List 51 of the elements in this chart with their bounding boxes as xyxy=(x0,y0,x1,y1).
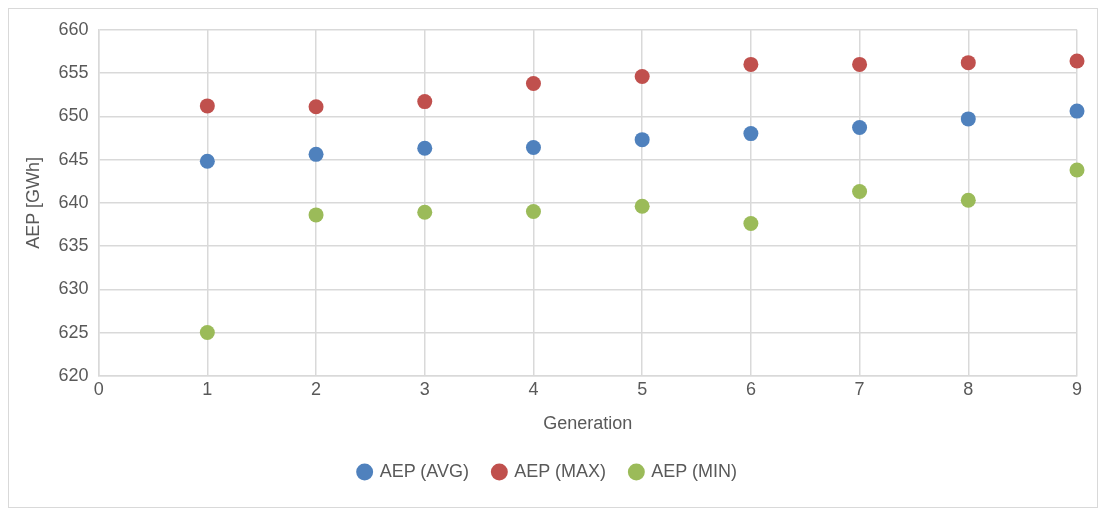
x-tick-label: 1 xyxy=(202,378,213,399)
point xyxy=(743,126,759,142)
y-tick-label: 660 xyxy=(58,18,89,39)
point xyxy=(852,56,868,72)
point xyxy=(199,98,215,114)
point xyxy=(1069,162,1085,178)
legend-label: AEP (MIN) xyxy=(651,460,738,481)
y-tick-label: 650 xyxy=(58,105,89,126)
point xyxy=(308,146,324,162)
y-tick-label: 630 xyxy=(58,278,89,299)
legend-label: AEP (MAX) xyxy=(514,460,607,481)
x-tick-label: 5 xyxy=(637,378,648,399)
point xyxy=(743,56,759,72)
legend-label: AEP (AVG) xyxy=(379,460,470,481)
point xyxy=(634,69,650,85)
point xyxy=(525,75,541,91)
point xyxy=(199,325,215,341)
y-axis-title: AEP [GWh] xyxy=(22,156,43,249)
x-tick-label: 9 xyxy=(1071,378,1083,399)
point xyxy=(417,204,433,220)
point xyxy=(852,120,868,136)
y-tick-label: 645 xyxy=(58,148,89,169)
point xyxy=(199,153,215,169)
y-tick-label: 640 xyxy=(58,191,89,212)
x-tick-label: 2 xyxy=(311,378,322,399)
point xyxy=(308,99,324,115)
point xyxy=(1069,53,1085,69)
point xyxy=(634,198,650,214)
point xyxy=(960,55,976,71)
point xyxy=(960,192,976,208)
y-tick-label: 635 xyxy=(58,235,89,256)
y-tick-label: 655 xyxy=(58,62,89,83)
x-tick-label: 8 xyxy=(963,378,974,399)
y-tick-label: 620 xyxy=(58,364,89,385)
point xyxy=(743,216,759,232)
x-tick-label: 6 xyxy=(745,378,756,399)
y-tick-label: 625 xyxy=(58,321,89,342)
point xyxy=(417,140,433,156)
x-axis-title: Generation xyxy=(543,413,633,434)
x-tick-label: 3 xyxy=(419,378,430,399)
point xyxy=(960,111,976,127)
point xyxy=(525,203,541,219)
point xyxy=(417,94,433,110)
x-tick-label: 0 xyxy=(93,378,104,399)
point xyxy=(1069,103,1085,119)
point xyxy=(852,184,868,200)
point xyxy=(308,207,324,223)
point xyxy=(634,132,650,148)
point xyxy=(525,139,541,155)
x-tick-label: 4 xyxy=(528,378,539,399)
x-tick-label: 7 xyxy=(854,378,865,399)
